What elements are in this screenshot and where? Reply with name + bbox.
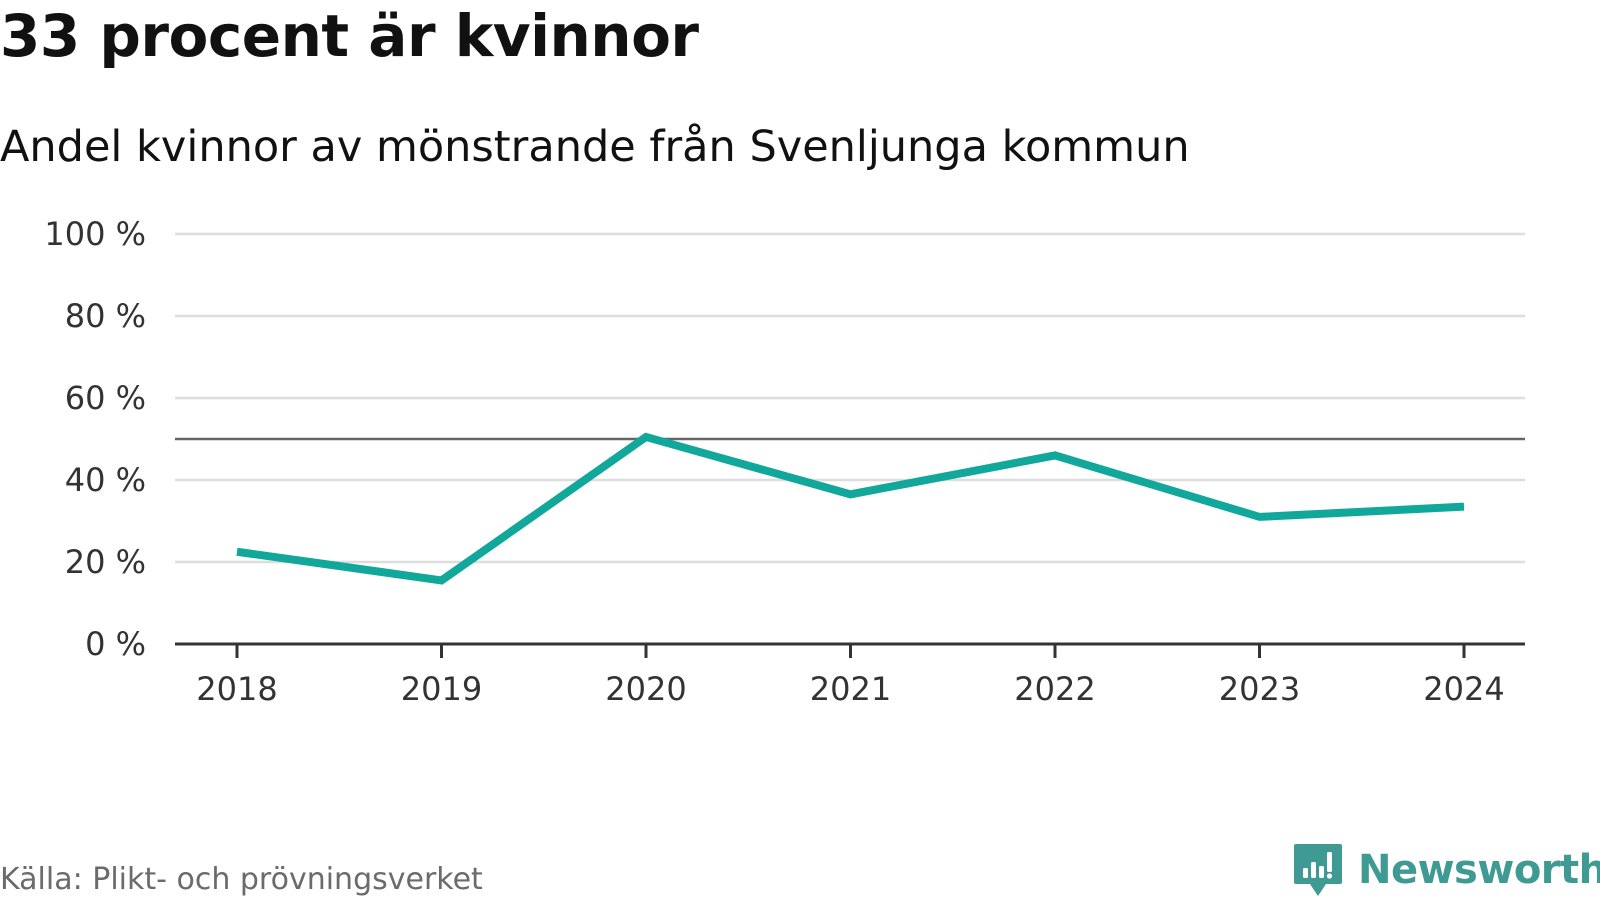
data-point-2018: [237, 551, 238, 552]
x-tick-label: 2021: [810, 670, 891, 708]
line-chart: 0 % 20 % 40 % 60 % 80 % 100 % 2018 2019 2020 202…: [44, 215, 1525, 708]
x-axis-labels: 2018 2019 2020 2021 2022 2023 2024: [196, 670, 1504, 708]
x-tick-label: 2023: [1219, 670, 1300, 708]
x-axis: [175, 642, 1525, 658]
gridlines: [175, 232, 1525, 564]
chart-title: 33 procent är kvinnor: [0, 2, 699, 70]
data-point-2020: [646, 436, 647, 437]
data-point-2023: [1259, 516, 1260, 517]
x-tick-label: 2022: [1014, 670, 1095, 708]
data-point-2024: [1464, 506, 1465, 507]
y-tick-label: 40 %: [65, 461, 146, 499]
newsworthy-logo-icon: [1294, 844, 1342, 896]
y-tick-label: 20 %: [65, 543, 146, 581]
data-point-2019: [441, 580, 442, 581]
y-tick-label: 60 %: [65, 379, 146, 417]
x-tick-label: 2024: [1423, 670, 1504, 708]
brand-name: Newsworthy: [1358, 847, 1600, 893]
x-tick-label: 2018: [196, 670, 277, 708]
y-axis-labels: 0 % 20 % 40 % 60 % 80 % 100 %: [44, 215, 146, 663]
y-tick-label: 80 %: [65, 297, 146, 335]
chart-subtitle: Andel kvinnor av mönstrande från Svenlju…: [0, 122, 1190, 172]
data-point-2021: [850, 494, 851, 495]
newsworthy-brand[interactable]: Newsworthy: [1292, 842, 1600, 898]
series-group: [236, 432, 1465, 585]
series-line: [236, 432, 1465, 585]
source-note: Källa: Plikt- och prövningsverket: [0, 862, 483, 897]
x-tick-label: 2019: [401, 670, 482, 708]
y-tick-label: 100 %: [44, 215, 146, 253]
data-point-2022: [1055, 455, 1056, 456]
y-tick-label: 0 %: [85, 625, 146, 663]
x-tick-label: 2020: [605, 670, 686, 708]
